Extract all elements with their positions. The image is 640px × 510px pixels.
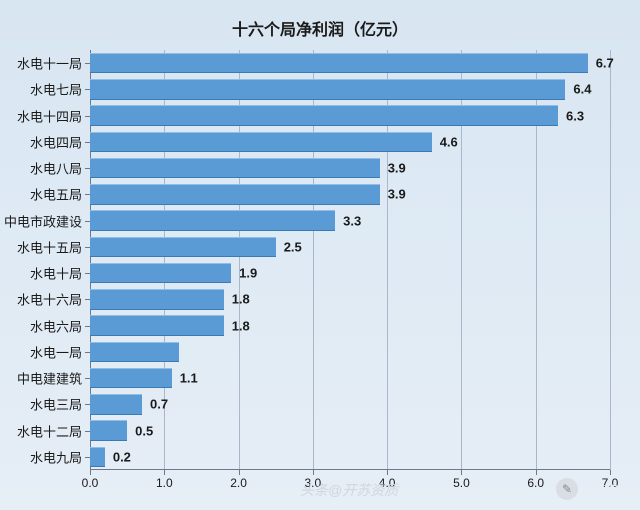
bar bbox=[90, 394, 142, 415]
bar-row: 水电八局3.9 bbox=[90, 155, 610, 181]
category-label: 水电三局 bbox=[30, 395, 90, 414]
category-label: 中电市政建设 bbox=[4, 211, 90, 230]
bar-row: 水电六局1.8 bbox=[90, 313, 610, 339]
bar-row: 水电三局0.7 bbox=[90, 391, 610, 417]
value-label: 3.9 bbox=[388, 187, 406, 202]
plot-area: 0.01.02.03.04.05.06.07.0水电十一局6.7水电七局6.4水… bbox=[90, 50, 610, 470]
bar bbox=[90, 53, 588, 74]
y-tick bbox=[85, 352, 90, 353]
watermark-icon: ✎ bbox=[556, 478, 578, 500]
category-label: 水电十六局 bbox=[17, 290, 90, 309]
bar bbox=[90, 132, 432, 153]
x-tick-label: 6.0 bbox=[527, 470, 544, 490]
category-label: 水电一局 bbox=[30, 342, 90, 361]
bar-row: 水电四局4.6 bbox=[90, 129, 610, 155]
x-tick-label: 5.0 bbox=[453, 470, 470, 490]
bar bbox=[90, 210, 335, 231]
bar bbox=[90, 105, 558, 126]
watermark-left: 头条@开苏资质 bbox=[300, 480, 398, 500]
bar bbox=[90, 447, 105, 468]
category-label: 水电十二局 bbox=[17, 421, 90, 440]
bar-row: 中电建建筑1.1 bbox=[90, 365, 610, 391]
category-label: 水电九局 bbox=[30, 447, 90, 466]
bar-chart: 十六个局净利润（亿元） 0.01.02.03.04.05.06.07.0水电十一… bbox=[0, 0, 640, 510]
y-tick bbox=[85, 247, 90, 248]
bar bbox=[90, 263, 231, 284]
bar-row: 水电五局3.9 bbox=[90, 181, 610, 207]
bar-row: 水电十局1.9 bbox=[90, 260, 610, 286]
watermark-right-text: 建筑资质 bbox=[582, 481, 630, 498]
bar-row: 中电市政建设3.3 bbox=[90, 208, 610, 234]
watermark-right: ✎ 建筑资质 bbox=[556, 478, 630, 500]
bar bbox=[90, 184, 380, 205]
value-label: 0.2 bbox=[113, 449, 131, 464]
value-label: 1.8 bbox=[232, 318, 250, 333]
bar bbox=[90, 289, 224, 310]
bar bbox=[90, 420, 127, 441]
y-tick bbox=[85, 194, 90, 195]
y-tick bbox=[85, 299, 90, 300]
bar bbox=[90, 368, 172, 389]
value-label: 6.7 bbox=[596, 56, 614, 71]
category-label: 水电七局 bbox=[30, 80, 90, 99]
bar bbox=[90, 158, 380, 179]
category-label: 水电十五局 bbox=[17, 237, 90, 256]
value-label: 1.9 bbox=[239, 266, 257, 281]
category-label: 水电十一局 bbox=[17, 54, 90, 73]
value-label: 6.4 bbox=[573, 82, 591, 97]
category-label: 水电八局 bbox=[30, 159, 90, 178]
value-label: 4.6 bbox=[440, 134, 458, 149]
y-tick bbox=[85, 142, 90, 143]
category-label: 水电十局 bbox=[30, 264, 90, 283]
value-label: 2.5 bbox=[284, 239, 302, 254]
value-label: 6.3 bbox=[566, 108, 584, 123]
gridline bbox=[610, 50, 611, 470]
y-tick bbox=[85, 63, 90, 64]
value-label: 0.7 bbox=[150, 397, 168, 412]
bar-row: 水电十六局1.8 bbox=[90, 286, 610, 312]
bar-row: 水电十一局6.7 bbox=[90, 50, 610, 76]
bar bbox=[90, 315, 224, 336]
bar-row: 水电十二局0.5 bbox=[90, 418, 610, 444]
category-label: 中电建建筑 bbox=[17, 369, 90, 388]
bar-row: 水电十四局6.3 bbox=[90, 103, 610, 129]
bar-row: 水电一局 bbox=[90, 339, 610, 365]
category-label: 水电四局 bbox=[30, 132, 90, 151]
y-tick bbox=[85, 457, 90, 458]
y-tick bbox=[85, 404, 90, 405]
y-tick bbox=[85, 273, 90, 274]
y-tick bbox=[85, 431, 90, 432]
x-tick-label: 0.0 bbox=[82, 470, 99, 490]
x-tick-label: 2.0 bbox=[230, 470, 247, 490]
y-tick bbox=[85, 326, 90, 327]
value-label: 3.9 bbox=[388, 161, 406, 176]
x-tick-label: 1.0 bbox=[156, 470, 173, 490]
y-tick bbox=[85, 168, 90, 169]
bar-row: 水电七局6.4 bbox=[90, 76, 610, 102]
category-label: 水电六局 bbox=[30, 316, 90, 335]
y-tick bbox=[85, 378, 90, 379]
value-label: 1.1 bbox=[180, 371, 198, 386]
bar-row: 水电十五局2.5 bbox=[90, 234, 610, 260]
y-tick bbox=[85, 221, 90, 222]
bar-row: 水电九局0.2 bbox=[90, 444, 610, 470]
value-label: 3.3 bbox=[343, 213, 361, 228]
category-label: 水电十四局 bbox=[17, 106, 90, 125]
bar bbox=[90, 342, 179, 363]
y-tick bbox=[85, 116, 90, 117]
value-label: 1.8 bbox=[232, 292, 250, 307]
bar bbox=[90, 79, 565, 100]
chart-title: 十六个局净利润（亿元） bbox=[0, 16, 640, 40]
y-tick bbox=[85, 89, 90, 90]
bar bbox=[90, 237, 276, 258]
value-label: 0.5 bbox=[135, 423, 153, 438]
category-label: 水电五局 bbox=[30, 185, 90, 204]
